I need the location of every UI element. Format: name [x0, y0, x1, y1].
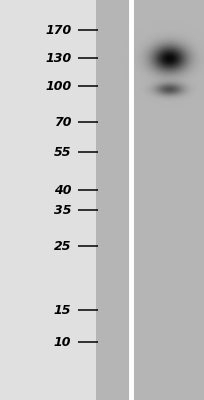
Text: 55: 55 [54, 146, 71, 158]
Text: 40: 40 [54, 184, 71, 196]
Text: 10: 10 [54, 336, 71, 348]
Text: 15: 15 [54, 304, 71, 316]
Bar [134, 0, 204, 400]
Text: 170: 170 [45, 24, 71, 36]
Text: 25: 25 [54, 240, 71, 252]
Bar [97, 0, 129, 400]
Text: 100: 100 [45, 80, 71, 92]
Text: 130: 130 [45, 52, 71, 64]
Text: 70: 70 [54, 116, 71, 128]
Text: 35: 35 [54, 204, 71, 216]
